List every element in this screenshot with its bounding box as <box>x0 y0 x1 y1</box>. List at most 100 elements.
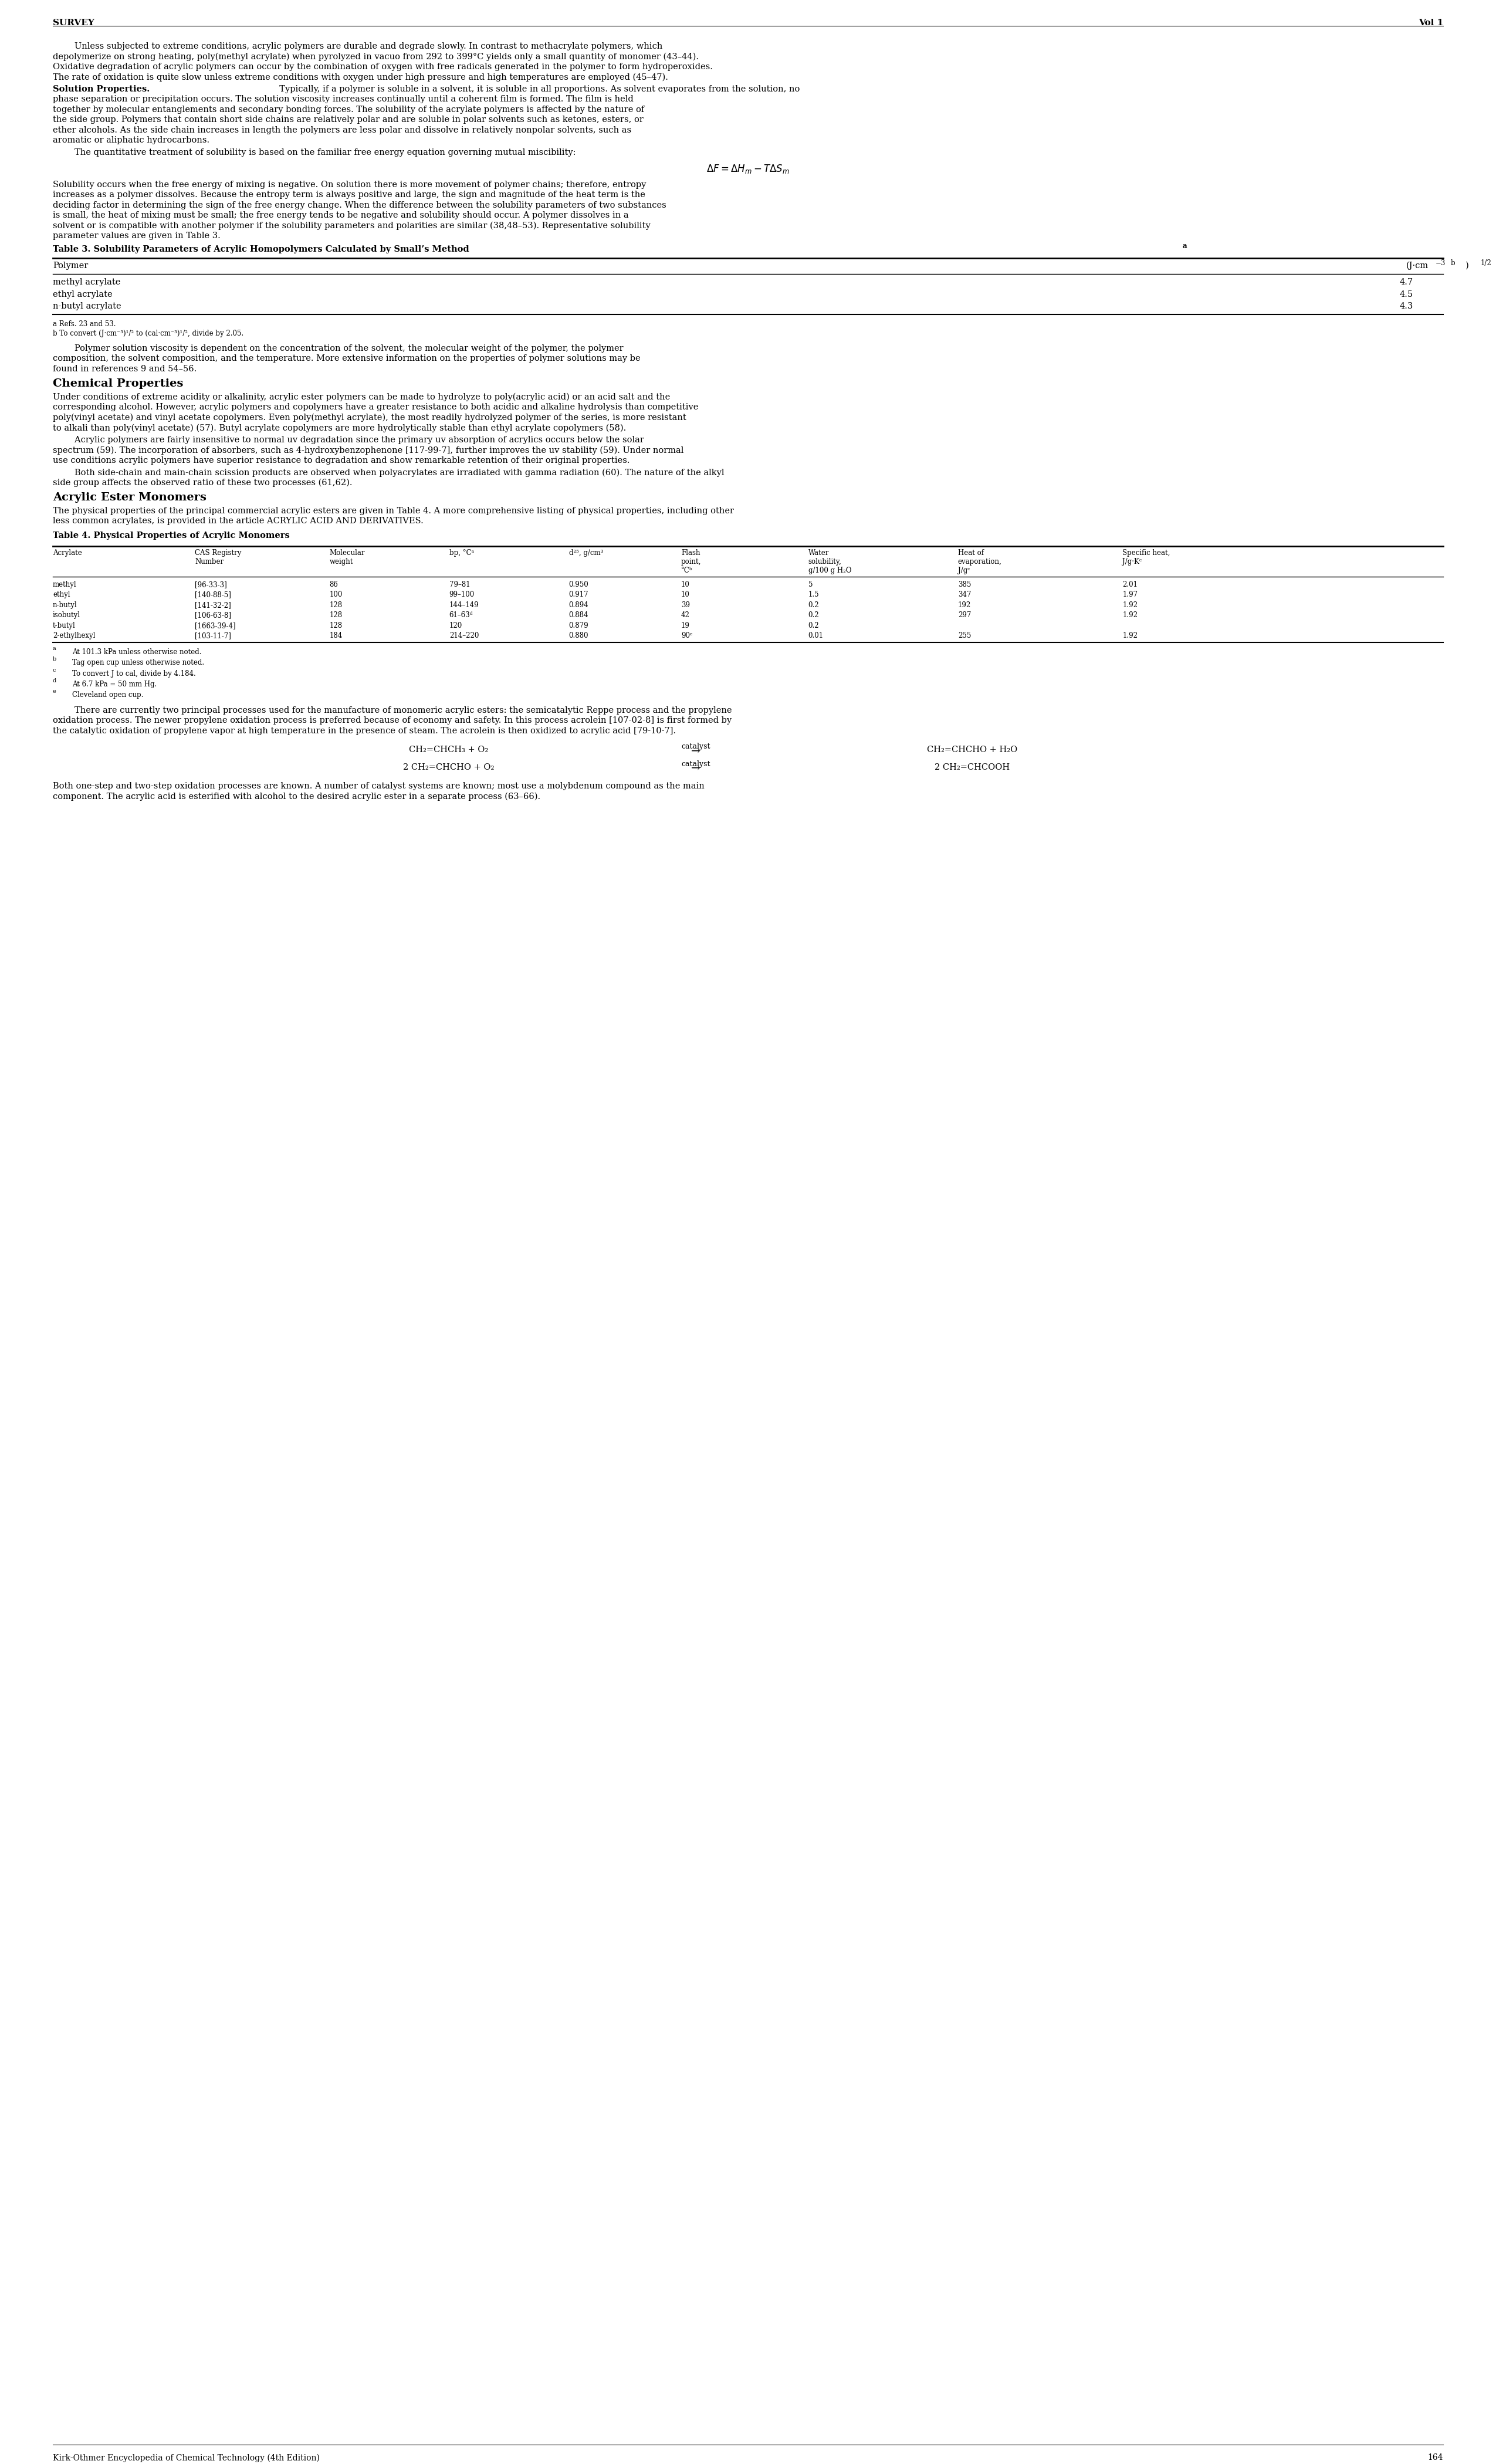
Text: →: → <box>691 764 700 774</box>
Text: ethyl: ethyl <box>52 591 70 599</box>
Text: Under conditions of extreme acidity or alkalinity, acrylic ester polymers can be: Under conditions of extreme acidity or a… <box>52 392 670 402</box>
Text: d²⁵, g/cm³: d²⁵, g/cm³ <box>568 549 603 557</box>
Text: [103-11-7]: [103-11-7] <box>194 633 232 641</box>
Text: c: c <box>52 668 55 673</box>
Text: The physical properties of the principal commercial acrylic esters are given in : The physical properties of the principal… <box>52 508 735 515</box>
Text: 4.5: 4.5 <box>1400 291 1414 298</box>
Text: [140-88-5]: [140-88-5] <box>194 591 232 599</box>
Text: 99–100: 99–100 <box>449 591 474 599</box>
Text: 184: 184 <box>329 633 343 641</box>
Text: ethyl acrylate: ethyl acrylate <box>52 291 112 298</box>
Text: (J·cm: (J·cm <box>1406 261 1429 271</box>
Text: point,: point, <box>681 557 702 567</box>
Text: 1.97: 1.97 <box>1122 591 1138 599</box>
Text: poly(vinyl acetate) and vinyl acetate copolymers. Even poly(methyl acrylate), th: poly(vinyl acetate) and vinyl acetate co… <box>52 414 687 421</box>
Text: [141-32-2]: [141-32-2] <box>194 601 232 609</box>
Text: Number: Number <box>194 557 224 567</box>
Text: 1.92: 1.92 <box>1122 633 1137 641</box>
Text: Both one-step and two-step oxidation processes are known. A number of catalyst s: Both one-step and two-step oxidation pro… <box>52 781 705 791</box>
Text: [1663-39-4]: [1663-39-4] <box>194 621 236 628</box>
Text: bp, °Cᵃ: bp, °Cᵃ <box>449 549 474 557</box>
Text: Solubility occurs when the free energy of mixing is negative. On solution there : Solubility occurs when the free energy o… <box>52 180 646 190</box>
Text: methyl: methyl <box>52 582 76 589</box>
Text: Vol 1: Vol 1 <box>1418 20 1444 27</box>
Text: 1.5: 1.5 <box>808 591 820 599</box>
Text: a: a <box>1182 241 1186 249</box>
Text: Tag open cup unless otherwise noted.: Tag open cup unless otherwise noted. <box>72 658 205 668</box>
Text: 39: 39 <box>681 601 690 609</box>
Text: solvent or is compatible with another polymer if the solubility parameters and p: solvent or is compatible with another po… <box>52 222 651 229</box>
Text: spectrum (59). The incorporation of absorbers, such as 4-hydroxybenzophenone [11: spectrum (59). The incorporation of abso… <box>52 446 684 453</box>
Text: Cleveland open cup.: Cleveland open cup. <box>72 692 144 700</box>
Text: is small, the heat of mixing must be small; the free energy tends to be negative: is small, the heat of mixing must be sma… <box>52 212 628 219</box>
Text: CH₂=CHCH₃ + O₂: CH₂=CHCH₃ + O₂ <box>408 747 489 754</box>
Text: Kirk-Othmer Encyclopedia of Chemical Technology (4th Edition): Kirk-Othmer Encyclopedia of Chemical Tec… <box>52 2454 320 2462</box>
Text: catalyst: catalyst <box>681 744 711 752</box>
Text: 61–63ᵈ: 61–63ᵈ <box>449 611 473 618</box>
Text: b: b <box>52 655 57 663</box>
Text: the catalytic oxidation of propylene vapor at high temperature in the presence o: the catalytic oxidation of propylene vap… <box>52 727 676 734</box>
Text: 10: 10 <box>681 582 690 589</box>
Text: 128: 128 <box>329 611 343 618</box>
Text: use conditions acrylic polymers have superior resistance to degradation and show: use conditions acrylic polymers have sup… <box>52 456 630 466</box>
Text: 0.894: 0.894 <box>568 601 588 609</box>
Text: Polymer: Polymer <box>52 261 88 271</box>
Text: At 6.7 kPa = 50 mm Hg.: At 6.7 kPa = 50 mm Hg. <box>72 680 157 687</box>
Text: a: a <box>52 646 57 650</box>
Text: 164: 164 <box>1427 2454 1444 2462</box>
Text: →: → <box>691 747 700 756</box>
Text: Oxidative degradation of acrylic polymers can occur by the combination of oxygen: Oxidative degradation of acrylic polymer… <box>52 62 712 71</box>
Text: 19: 19 <box>681 621 690 628</box>
Text: 0.884: 0.884 <box>568 611 588 618</box>
Text: −3: −3 <box>1436 259 1447 266</box>
Text: Acrylic Ester Monomers: Acrylic Ester Monomers <box>52 493 206 503</box>
Text: 192: 192 <box>957 601 971 609</box>
Text: Heat of: Heat of <box>957 549 984 557</box>
Text: a Refs. 23 and 53.: a Refs. 23 and 53. <box>52 320 115 328</box>
Text: Specific heat,: Specific heat, <box>1122 549 1170 557</box>
Text: n-butyl: n-butyl <box>52 601 78 609</box>
Text: Acrylic polymers are fairly insensitive to normal uv degradation since the prima: Acrylic polymers are fairly insensitive … <box>52 436 645 444</box>
Text: [106-63-8]: [106-63-8] <box>194 611 232 618</box>
Text: 79–81: 79–81 <box>449 582 470 589</box>
Text: 0.879: 0.879 <box>568 621 588 628</box>
Text: 1/2: 1/2 <box>1481 259 1492 266</box>
Text: to alkali than poly(vinyl acetate) (57). Butyl acrylate copolymers are more hydr: to alkali than poly(vinyl acetate) (57).… <box>52 424 627 431</box>
Text: side group affects the observed ratio of these two processes (61,62).: side group affects the observed ratio of… <box>52 478 352 488</box>
Text: solubility,: solubility, <box>808 557 842 567</box>
Text: Flash: Flash <box>681 549 700 557</box>
Text: 0.01: 0.01 <box>808 633 824 641</box>
Text: isobutyl: isobutyl <box>52 611 81 618</box>
Text: catalyst: catalyst <box>681 761 711 769</box>
Text: 144–149: 144–149 <box>449 601 479 609</box>
Text: 86: 86 <box>329 582 338 589</box>
Text: 255: 255 <box>957 633 971 641</box>
Text: 2 CH₂=CHCHO + O₂: 2 CH₂=CHCHO + O₂ <box>404 764 494 771</box>
Text: d: d <box>52 678 57 683</box>
Text: 2-ethylhexyl: 2-ethylhexyl <box>52 633 96 641</box>
Text: J/gᶜ: J/gᶜ <box>957 567 969 574</box>
Text: evaporation,: evaporation, <box>957 557 1002 567</box>
Text: 0.2: 0.2 <box>808 611 820 618</box>
Text: 385: 385 <box>957 582 971 589</box>
Text: There are currently two principal processes used for the manufacture of monomeri: There are currently two principal proces… <box>52 707 732 715</box>
Text: The rate of oxidation is quite slow unless extreme conditions with oxygen under : The rate of oxidation is quite slow unle… <box>52 74 669 81</box>
Text: 1.92: 1.92 <box>1122 601 1137 609</box>
Text: CAS Registry: CAS Registry <box>194 549 241 557</box>
Text: Unless subjected to extreme conditions, acrylic polymers are durable and degrade: Unless subjected to extreme conditions, … <box>52 42 663 49</box>
Text: 5: 5 <box>808 582 812 589</box>
Text: 1.92: 1.92 <box>1122 611 1137 618</box>
Text: Table 3. Solubility Parameters of Acrylic Homopolymers Calculated by Small’s Met: Table 3. Solubility Parameters of Acryli… <box>52 244 470 254</box>
Text: 4.3: 4.3 <box>1400 303 1414 310</box>
Text: b: b <box>1451 259 1456 266</box>
Text: Chemical Properties: Chemical Properties <box>52 379 183 389</box>
Text: composition, the solvent composition, and the temperature. More extensive inform: composition, the solvent composition, an… <box>52 355 640 362</box>
Text: together by molecular entanglements and secondary bonding forces. The solubility: together by molecular entanglements and … <box>52 106 645 113</box>
Text: weight: weight <box>329 557 353 567</box>
Text: component. The acrylic acid is esterified with alcohol to the desired acrylic es: component. The acrylic acid is esterifie… <box>52 793 540 801</box>
Text: g/100 g H₂O: g/100 g H₂O <box>808 567 851 574</box>
Text: The quantitative treatment of solubility is based on the familiar free energy eq: The quantitative treatment of solubility… <box>52 148 576 158</box>
Text: °Cᵇ: °Cᵇ <box>681 567 693 574</box>
Text: oxidation process. The newer propylene oxidation process is preferred because of: oxidation process. The newer propylene o… <box>52 717 732 724</box>
Text: e: e <box>52 690 57 695</box>
